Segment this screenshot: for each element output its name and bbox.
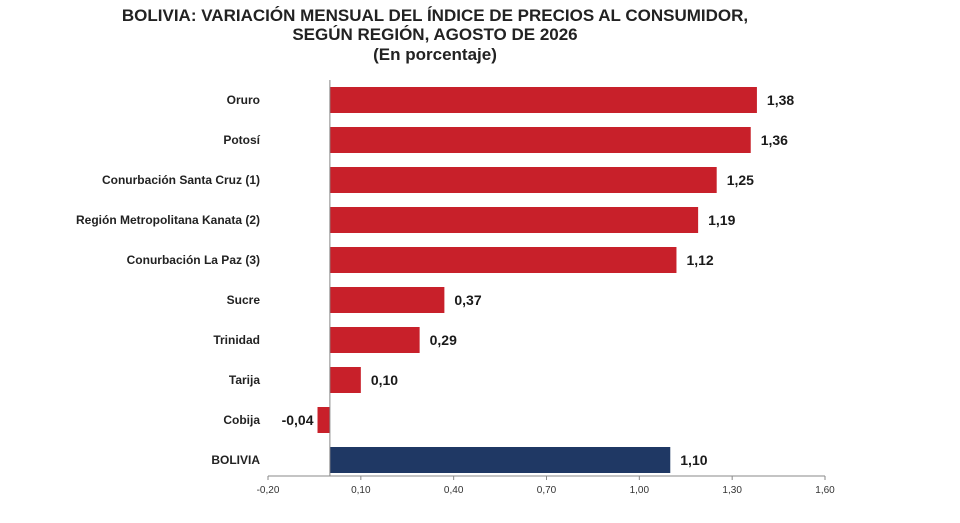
category-label-conurbacion-la-paz-3: Conurbación La Paz (3) — [127, 253, 260, 267]
category-label-bolivia: BOLIVIA — [211, 453, 260, 467]
bar-trinidad — [329, 327, 420, 353]
x-tick-label: 0,70 — [537, 485, 557, 496]
bar-cobija — [317, 407, 330, 433]
category-label-tarija: Tarija — [229, 373, 260, 387]
chart-subtitle: (En porcentaje) — [373, 45, 497, 64]
chart-title-line2: SEGÚN REGIÓN, AGOSTO DE 2026 — [292, 25, 578, 44]
x-tick-label: 1,30 — [722, 485, 742, 496]
bar-conurbacion-la-paz-3 — [329, 247, 677, 273]
x-tick-label: 0,10 — [351, 485, 371, 496]
x-tick-label: -0,20 — [257, 485, 280, 496]
bar-region-metropolitana-kanata-2 — [329, 207, 699, 233]
bar-conurbacion-santa-cruz-1 — [329, 167, 717, 193]
value-label-sucre: 0,37 — [454, 292, 481, 308]
chart-title: BOLIVIA: VARIACIÓN MENSUAL DEL ÍNDICE DE… — [121, 6, 749, 25]
category-label-cobija: Cobija — [223, 413, 260, 427]
value-label-conurbacion-santa-cruz-1: 1,25 — [727, 172, 754, 188]
bar-tarija — [329, 367, 361, 393]
value-label-conurbacion-la-paz-3: 1,12 — [686, 252, 713, 268]
value-label-cobija: -0,04 — [282, 412, 314, 428]
bar-potosi — [329, 127, 751, 153]
category-label-sucre: Sucre — [227, 293, 261, 307]
value-label-potosi: 1,36 — [761, 132, 788, 148]
bar-sucre — [329, 287, 445, 313]
value-label-oruro: 1,38 — [767, 92, 794, 108]
category-label-conurbacion-santa-cruz-1: Conurbación Santa Cruz (1) — [102, 173, 260, 187]
x-tick-label: 0,40 — [444, 485, 464, 496]
category-label-trinidad: Trinidad — [213, 333, 260, 347]
bar-oruro — [329, 87, 757, 113]
category-label-oruro: Oruro — [227, 93, 260, 107]
x-tick-label: 1,60 — [815, 485, 835, 496]
category-label-potosi: Potosí — [223, 133, 260, 147]
value-label-trinidad: 0,29 — [430, 332, 457, 348]
value-label-region-metropolitana-kanata-2: 1,19 — [708, 212, 735, 228]
x-tick-label: 1,00 — [630, 485, 650, 496]
value-label-tarija: 0,10 — [371, 372, 398, 388]
category-label-region-metropolitana-kanata-2: Región Metropolitana Kanata (2) — [76, 213, 260, 227]
value-label-bolivia: 1,10 — [680, 452, 707, 468]
bar-bolivia — [329, 447, 671, 473]
